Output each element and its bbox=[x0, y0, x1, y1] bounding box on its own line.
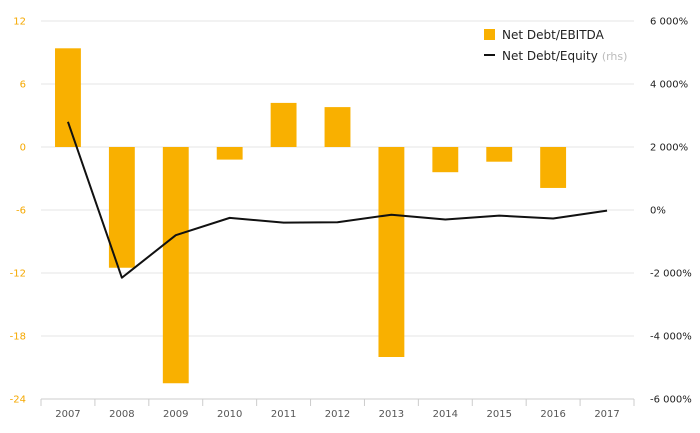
bar bbox=[540, 147, 567, 188]
bar bbox=[270, 102, 297, 147]
right-axis-tick-label: -6 000% bbox=[650, 395, 692, 406]
x-axis-tick-label: 2017 bbox=[594, 409, 619, 420]
left-axis-tick-label: -12 bbox=[10, 269, 26, 280]
right-axis-tick-label: -2 000% bbox=[650, 269, 692, 280]
bar bbox=[108, 147, 135, 268]
bar-series bbox=[55, 48, 567, 384]
bar bbox=[432, 147, 459, 173]
legend-swatch-bar bbox=[484, 29, 495, 40]
bar bbox=[378, 147, 405, 357]
right-axis-tick-label: 2 000% bbox=[650, 143, 688, 154]
left-axis-tick-label: -24 bbox=[10, 395, 26, 406]
bar bbox=[162, 147, 189, 384]
right-axis-tick-label: 6 000% bbox=[650, 17, 688, 28]
x-axis-tick-label: 2008 bbox=[109, 409, 134, 420]
x-axis-tick-label: 2011 bbox=[271, 409, 296, 420]
legend-label-line: Net Debt/Equity (rhs) bbox=[502, 49, 627, 63]
left-axis-tick-label: -6 bbox=[16, 206, 26, 217]
bar bbox=[216, 147, 243, 160]
legend: Net Debt/EBITDA Net Debt/Equity (rhs) bbox=[484, 28, 627, 63]
x-axis-tick-label: 2012 bbox=[325, 409, 350, 420]
axes: 12 6 000% 6 4 000% 0 2 000% -6 0% -12 -2 000% -18 -… bbox=[10, 17, 692, 421]
x-axis-tick-label: 2015 bbox=[487, 409, 512, 420]
right-axis-tick-label: -4 000% bbox=[650, 332, 692, 343]
bar bbox=[324, 107, 351, 147]
line-series bbox=[67, 121, 608, 279]
bar bbox=[55, 48, 81, 147]
left-axis-tick-label: 6 bbox=[20, 80, 26, 91]
series-line bbox=[67, 121, 608, 279]
legend-label-line-name: Net Debt/Equity bbox=[502, 49, 598, 63]
right-axis-tick-label: 0% bbox=[650, 206, 666, 217]
x-axis-tick-label: 2009 bbox=[163, 409, 188, 420]
x-axis-tick-label: 2014 bbox=[433, 409, 458, 420]
x-axis-tick-label: 2016 bbox=[540, 409, 565, 420]
legend-label-bar: Net Debt/EBITDA bbox=[502, 28, 605, 42]
left-axis-tick-label: 12 bbox=[13, 17, 26, 28]
left-axis-tick-label: -18 bbox=[10, 332, 26, 343]
left-axis-tick-label: 0 bbox=[20, 143, 26, 154]
x-axis-tick-label: 2013 bbox=[379, 409, 404, 420]
right-axis-tick-label: 4 000% bbox=[650, 80, 688, 91]
legend-label-line-suffix: (rhs) bbox=[602, 50, 628, 63]
x-axis-tick-label: 2010 bbox=[217, 409, 242, 420]
x-axis-tick-label: 2007 bbox=[55, 409, 80, 420]
bar bbox=[486, 147, 513, 162]
